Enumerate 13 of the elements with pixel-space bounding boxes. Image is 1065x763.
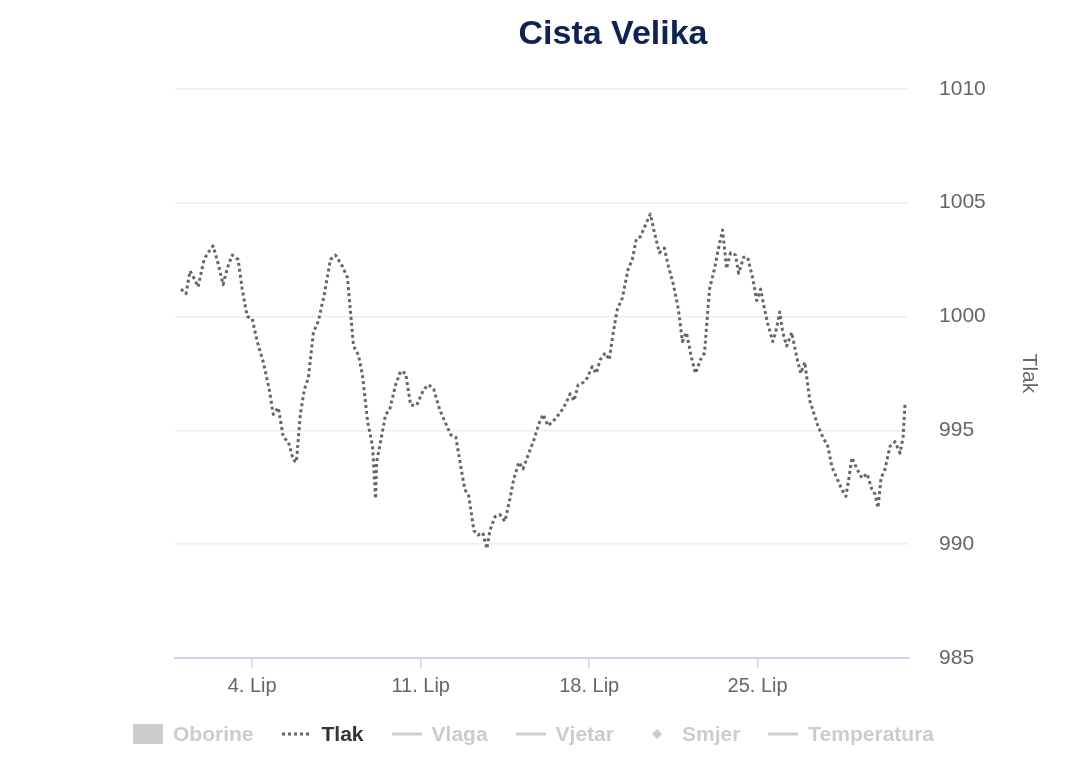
y-axis-title: Tlak	[1018, 353, 1042, 394]
y-tick-label: 985	[939, 644, 975, 668]
chart-title: Cista Velika	[518, 12, 709, 51]
x-tick-label: 4. Lip	[227, 673, 277, 696]
y-tick-label: 990	[939, 530, 975, 554]
y-tick-label: 1005	[939, 189, 986, 213]
x-tick-label: 25. Lip	[727, 673, 788, 696]
legend-label: Tlak	[321, 722, 364, 746]
x-tick-label: 11. Lip	[391, 673, 450, 696]
x-tick-label: 18. Lip	[559, 673, 620, 696]
y-tick-label: 1000	[939, 303, 986, 327]
y-tick-label: 995	[939, 417, 975, 441]
y-tick-label: 1010	[939, 75, 986, 99]
